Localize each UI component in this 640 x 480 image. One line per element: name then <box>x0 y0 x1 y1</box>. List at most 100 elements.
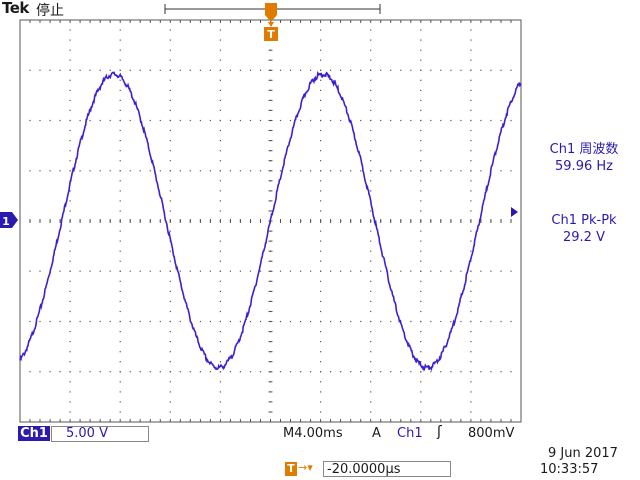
grid-dot <box>410 320 412 323</box>
trigger-level-marker[interactable] <box>511 207 518 217</box>
grid-dot <box>139 170 141 172</box>
grid-dot <box>169 89 171 91</box>
grid-dot <box>219 310 221 313</box>
grid-dot <box>420 381 422 383</box>
grid-dot <box>440 270 442 272</box>
grid-dot <box>420 89 422 91</box>
grid-dot <box>189 119 191 122</box>
grid-dot <box>169 160 171 162</box>
grid-dot <box>450 320 452 323</box>
grid-dot <box>149 170 151 172</box>
grid-dot <box>320 391 322 393</box>
grid-dot <box>69 150 71 152</box>
grid-dot <box>370 39 372 41</box>
grid-dot <box>119 260 121 262</box>
grid-dot <box>500 119 502 122</box>
grid-dot <box>69 99 71 101</box>
grid-dot <box>370 240 372 242</box>
grid-dot <box>320 39 322 41</box>
grid-dot <box>169 331 171 333</box>
grid-dot <box>169 210 171 212</box>
grid-dot <box>450 170 452 172</box>
trigger-position-arrow-icon: →▾ <box>298 461 313 474</box>
ch1-ground-marker-label: 1 <box>2 215 10 228</box>
grid-dot <box>109 270 111 272</box>
grid-dot <box>320 381 322 383</box>
grid-dot <box>209 69 211 71</box>
grid-dot <box>169 49 171 51</box>
grid-dot <box>320 270 322 272</box>
grid-dot <box>420 150 422 152</box>
ch1-vertical-scale[interactable]: 5.00 V <box>51 426 149 442</box>
grid-dot <box>109 119 111 122</box>
grid-dot <box>320 29 322 31</box>
grid-dot <box>219 381 221 383</box>
grid-dot <box>470 351 472 353</box>
grid-dot <box>119 129 121 132</box>
grid-dot <box>370 140 372 142</box>
grid-dot <box>149 320 151 323</box>
trigger-position-readout[interactable]: -20.0000µs <box>323 461 451 477</box>
grid-dot <box>320 280 322 282</box>
grid-dot <box>410 170 412 172</box>
grid-dot <box>370 109 372 111</box>
grid-dot <box>340 320 342 323</box>
grid-dot <box>480 170 482 172</box>
grid-dot <box>420 129 422 132</box>
grid-dot <box>239 69 241 71</box>
grid-dot <box>490 270 492 272</box>
grid-dot <box>119 69 121 71</box>
grid-dot <box>119 320 121 323</box>
trigger-position-marker[interactable] <box>265 3 277 22</box>
grid-dot <box>69 270 71 272</box>
trigger-label: A <box>372 426 381 441</box>
grid-dot <box>440 69 442 71</box>
measurement-2-label: Ch1 Pk-Pk <box>551 213 617 228</box>
grid-dot <box>119 230 121 232</box>
grid-dot <box>229 119 231 122</box>
grid-dot <box>169 109 171 111</box>
grid-dot <box>470 411 472 413</box>
grid-dot <box>159 270 161 272</box>
grid-dot <box>219 341 221 343</box>
grid-dot <box>69 230 71 232</box>
grid-dot <box>69 119 71 122</box>
grid-dot <box>300 119 302 122</box>
ch1-indicator[interactable]: Ch1 <box>18 426 50 441</box>
grid-dot <box>470 119 472 122</box>
grid-dot <box>320 150 322 152</box>
grid-dot <box>310 371 312 373</box>
grid-dot <box>370 310 372 313</box>
grid-dot <box>420 109 422 111</box>
grid-dot <box>420 79 422 81</box>
grid-dot <box>39 270 41 272</box>
grid-dot <box>99 170 101 172</box>
grid-dot <box>390 320 392 323</box>
grid-dot <box>29 371 31 373</box>
grid-dot <box>69 290 71 292</box>
ch1-ground-marker[interactable] <box>0 212 18 228</box>
grid-dot <box>69 29 71 31</box>
grid-dot <box>239 371 241 373</box>
measurement-2: Ch1 Pk-Pk 29.2 V <box>529 212 639 246</box>
grid-dot <box>39 69 41 71</box>
grid-dot <box>420 341 422 343</box>
grid-dot <box>320 331 322 333</box>
grid-dot <box>69 320 71 323</box>
grid-dot <box>470 49 472 51</box>
grid-dot <box>310 320 312 323</box>
grid-dot <box>470 29 472 31</box>
grid-dot <box>219 290 221 292</box>
grid-dot <box>390 270 392 272</box>
grid-dot <box>89 320 91 323</box>
grid-dot <box>149 270 151 272</box>
trigger-level-readout[interactable]: 800mV <box>468 426 515 441</box>
grid-dot <box>279 371 282 373</box>
grid-dot <box>219 49 221 51</box>
trigger-source[interactable]: Ch1 <box>397 426 423 441</box>
grid-dot <box>400 170 402 172</box>
trigger-point-marker[interactable] <box>264 22 278 41</box>
grid-dot <box>390 119 392 122</box>
grid-dot <box>370 89 372 91</box>
timebase-readout[interactable]: M4.00ms <box>283 426 343 441</box>
